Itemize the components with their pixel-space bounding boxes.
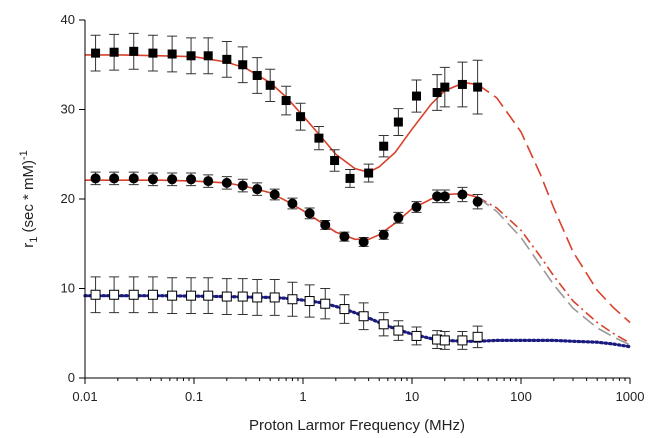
data-point-square: [252, 70, 262, 80]
data-point-circle: [439, 191, 450, 202]
data-point-open-square: [221, 291, 232, 302]
data-point-square: [296, 112, 306, 122]
data-point-circle: [411, 202, 422, 213]
data-point-square: [457, 79, 467, 89]
x-tick-label: 10: [405, 389, 419, 404]
data-point-square: [186, 51, 196, 61]
data-point-circle: [304, 208, 315, 219]
data-point-circle: [339, 231, 350, 242]
data-point-square: [281, 96, 291, 106]
data-point-circle: [320, 219, 331, 230]
y-axis-title-superscript: -1: [18, 150, 30, 160]
x-tick-label: 0.1: [185, 389, 203, 404]
data-point-square: [167, 49, 177, 59]
data-point-circle: [109, 173, 120, 184]
x-tick-label: 100: [510, 389, 532, 404]
data-point-square: [345, 173, 355, 183]
data-markers: [90, 46, 483, 346]
data-point-square: [265, 80, 275, 90]
data-point-square: [473, 82, 483, 92]
data-point-square: [412, 91, 422, 101]
data-point-open-square: [90, 289, 101, 300]
data-point-circle: [167, 174, 178, 185]
fit-curve-dashed: [477, 196, 631, 346]
data-point-open-square: [186, 290, 197, 301]
data-point-square: [330, 156, 340, 166]
data-point-circle: [186, 174, 197, 185]
y-axis-title-main: r: [20, 243, 37, 248]
data-point-square: [203, 51, 213, 61]
fit-curve-extrapolated: [477, 83, 631, 324]
y-tick-label: 20: [61, 191, 75, 206]
data-point-circle: [221, 177, 232, 188]
data-point-square: [129, 46, 139, 56]
data-point-open-square: [320, 298, 331, 309]
data-point-circle: [393, 212, 404, 223]
data-point-open-square: [203, 290, 214, 301]
data-point-square: [393, 117, 403, 127]
y-axis-title-rest: (sec * mM): [20, 160, 37, 237]
y-axis-title: r1 (sec * mM)-1: [18, 150, 40, 248]
x-tick-label: 1000: [616, 389, 645, 404]
data-point-square: [379, 141, 389, 151]
data-point-square: [91, 48, 101, 58]
data-point-open-square: [378, 319, 389, 330]
data-point-open-square: [128, 289, 139, 300]
data-point-open-square: [439, 335, 450, 346]
fit-curves: [83, 54, 632, 349]
data-point-square: [148, 48, 158, 58]
data-point-circle: [432, 191, 443, 202]
fit-curve-extrapolated: [477, 196, 631, 344]
data-point-open-square: [287, 294, 298, 305]
x-tick-label: 0.01: [72, 389, 97, 404]
data-point-open-square: [358, 311, 369, 322]
data-point-square: [314, 133, 324, 143]
data-point-open-square: [339, 304, 350, 315]
x-axis-ticks: 0.01 0.1 1 10 100 1000: [72, 378, 644, 404]
data-point-open-square: [472, 331, 483, 342]
data-point-open-square: [167, 290, 178, 301]
data-point-square: [432, 87, 442, 97]
y-tick-label: 10: [61, 281, 75, 296]
data-point-circle: [269, 189, 280, 200]
data-point-circle: [147, 174, 158, 185]
data-point-open-square: [269, 292, 280, 303]
y-axis-ticks: 0 10 20 30 40: [61, 12, 85, 385]
data-point-open-square: [252, 292, 263, 303]
data-point-circle: [472, 196, 483, 207]
axes: [84, 20, 630, 379]
y-tick-label: 30: [61, 102, 75, 117]
y-tick-label: 0: [68, 370, 75, 385]
y-axis-title-subscript: 1: [28, 237, 40, 243]
y-tick-label: 40: [61, 12, 75, 27]
data-point-open-square: [393, 325, 404, 336]
data-point-circle: [237, 180, 248, 191]
data-point-circle: [287, 198, 298, 209]
data-point-square: [238, 60, 248, 70]
data-point-open-square: [237, 291, 248, 302]
data-point-square: [364, 168, 374, 178]
data-point-open-square: [109, 289, 120, 300]
data-point-circle: [457, 189, 468, 200]
data-point-circle: [128, 173, 139, 184]
data-point-open-square: [457, 335, 468, 346]
data-point-circle: [203, 176, 214, 187]
x-tick-label: 1: [299, 389, 306, 404]
data-point-open-square: [147, 289, 158, 300]
data-point-open-square: [304, 296, 315, 307]
data-point-circle: [378, 229, 389, 240]
data-point-square: [222, 54, 232, 64]
data-point-square: [109, 47, 119, 57]
fit-curve-dotted: [83, 294, 632, 349]
fit-curve-solid: [85, 54, 478, 174]
data-point-circle: [252, 184, 263, 195]
error-bars: [90, 32, 483, 350]
plot-frame-left-bottom: [84, 20, 630, 379]
data-point-open-square: [411, 330, 422, 341]
x-axis-title: Proton Larmor Frequency (MHz): [249, 417, 465, 434]
data-point-circle: [90, 173, 101, 184]
data-point-circle: [358, 236, 369, 247]
data-point-square: [440, 82, 450, 92]
